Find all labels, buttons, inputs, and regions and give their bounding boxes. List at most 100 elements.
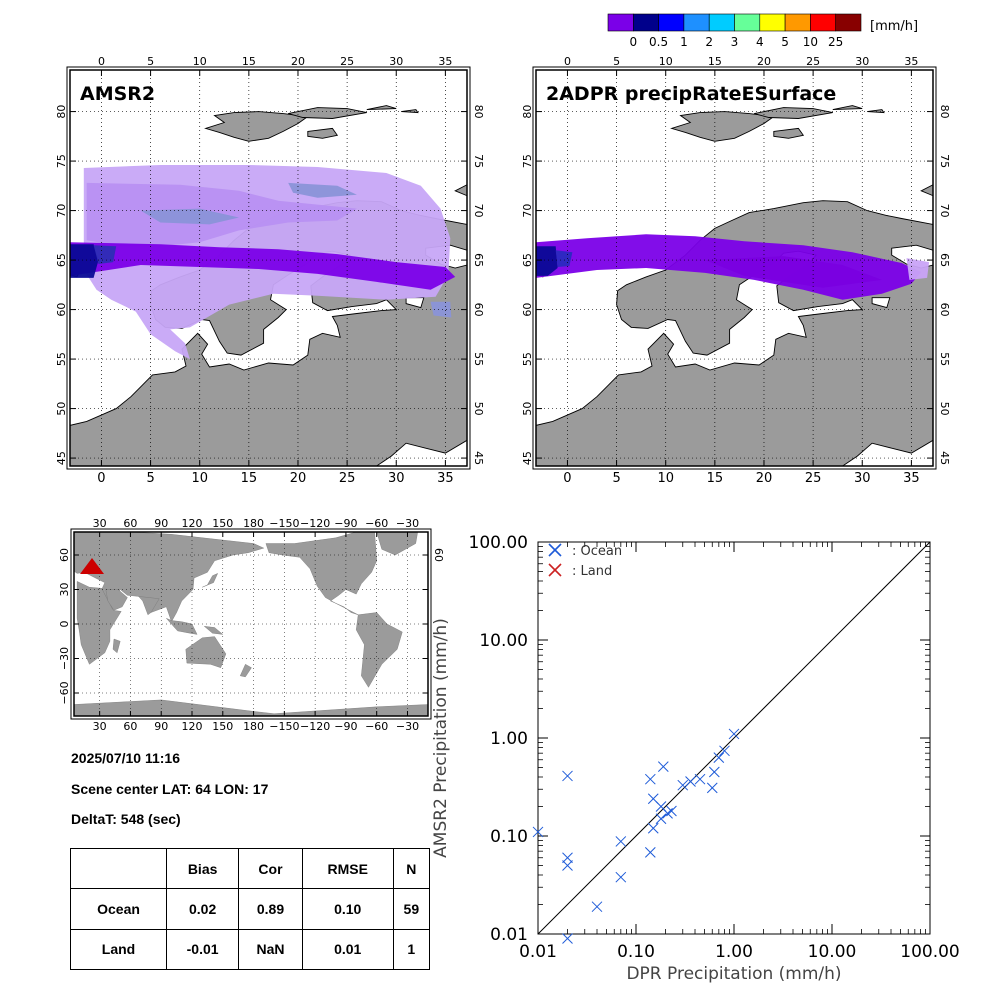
world-lon-tick-bottom: −150 (269, 720, 299, 733)
world-lon-tick-bottom: −120 (300, 720, 330, 733)
world-lon-tick-bottom: 180 (243, 720, 264, 733)
world-lat-tick-left: 30 (58, 583, 71, 597)
scatter-point (562, 933, 573, 944)
world-land-polygon (138, 596, 160, 616)
lon-tick-label-top: 25 (806, 55, 820, 68)
lat-tick-label-left: 60 (55, 303, 68, 317)
world-lon-tick-top: −120 (300, 517, 330, 530)
world-lat-tick-left: 0 (58, 621, 71, 628)
lat-tick-label-right: 60 (938, 303, 951, 317)
precip-cell-region (906, 258, 930, 280)
world-lon-tick-bottom: −90 (334, 720, 357, 733)
world-land-polygon (355, 612, 403, 688)
delta-t: DeltaT: 548 (sec) (71, 811, 181, 827)
x-tick-label: 0.01 (519, 942, 557, 962)
world-land-polygon (239, 664, 252, 678)
lon-tick-label-top: 10 (193, 55, 207, 68)
land-polygon (204, 111, 310, 142)
world-land-polygon (376, 532, 418, 556)
scatter-point (706, 782, 718, 794)
scatter-point (708, 766, 720, 778)
lat-tick-label-left: 75 (55, 154, 68, 168)
precip-cell-region (140, 208, 239, 225)
lat-tick-label-left: 70 (521, 204, 534, 218)
lat-tick-label-right: 75 (938, 154, 951, 168)
lat-tick-label-right: 70 (938, 204, 951, 218)
stats-header-cell: Cor (238, 847, 303, 890)
lat-tick-label-right: 80 (938, 105, 951, 119)
precip-cell-region (536, 246, 558, 276)
lon-tick-label-top: 15 (242, 55, 256, 68)
colorbar-tick-label: 5 (781, 35, 789, 49)
scatter-point (615, 871, 627, 883)
colorbar-tick-label: 25 (828, 35, 843, 49)
lat-tick-label-right: 45 (472, 451, 485, 465)
land-polygon (773, 127, 805, 139)
colorbar-swatch (708, 13, 735, 32)
scatter-ticks: 0.010.01 0.10 0.10 1.00 1.00 10.00 10.00 100.00… (469, 533, 960, 962)
world-lon-tick-bottom: 60 (123, 720, 137, 733)
lat-tick-label-right: 55 (472, 352, 485, 366)
lon-tick-label-top: 5 (147, 55, 154, 68)
world-lon-tick-top: 90 (154, 517, 168, 530)
world-lon-tick-bottom: −60 (365, 720, 388, 733)
lon-tick-label-bottom: 15 (241, 471, 258, 484)
lat-tick-label-left: 55 (55, 352, 68, 366)
world-land-polygon (74, 699, 428, 716)
lon-tick-label-top: 30 (855, 55, 869, 68)
lon-tick-label-bottom: 30 (388, 471, 405, 484)
land-polygon (307, 127, 339, 139)
lon-tick-label-top: 20 (291, 55, 305, 68)
world-grid (74, 532, 428, 716)
colorbar-swatch (632, 13, 659, 32)
colorbar-tick-label: 3 (731, 35, 739, 49)
scatter-point (615, 836, 627, 847)
scatter-point (562, 770, 573, 782)
stats-cell: 0.02 (166, 888, 240, 930)
y-tick-label: 1.00 (490, 729, 528, 749)
lon-tick-label-top: 15 (708, 55, 722, 68)
world-land-polygon (203, 626, 224, 635)
lat-tick-label-right: 50 (472, 402, 485, 416)
stats-cell: Ocean (69, 888, 168, 930)
world-lat-tick-left: 60 (58, 548, 71, 562)
lat-tick-label-right: 55 (938, 352, 951, 366)
world-land-polygon (74, 532, 265, 623)
world-lon-tick-bottom: −30 (396, 720, 419, 733)
stats-table: Bias Cor RMSE N Ocean 0.02 0.89 0.10 59 … (69, 847, 431, 971)
colorbar-swatch (607, 13, 634, 32)
lat-tick-label-left: 60 (521, 303, 534, 317)
land-polygon (454, 184, 467, 197)
stats-cell: -0.01 (166, 928, 240, 971)
lon-tick-label-top: 0 (98, 55, 105, 68)
lat-tick-label-right: 65 (938, 253, 951, 267)
world-lat-tick-right: 60 (432, 548, 445, 562)
world-lon-tick-top: −30 (396, 517, 419, 530)
lon-tick-label-top: 20 (757, 55, 771, 68)
colorbar-tick-label: 0.5 (649, 35, 668, 49)
scatter-points (532, 728, 740, 944)
lon-tick-label-bottom: 35 (903, 471, 920, 484)
lon-tick-label-bottom: 0 (97, 471, 105, 484)
scatter-point (647, 822, 659, 834)
lon-tick-label-bottom: 30 (854, 471, 871, 484)
lon-tick-label-bottom: 20 (290, 471, 307, 484)
world-lon-tick-top: −90 (334, 517, 357, 530)
lon-tick-label-bottom: 10 (657, 471, 674, 484)
legend-label: : Ocean (572, 544, 622, 559)
x-tick-label: 0.10 (617, 942, 655, 962)
scene-location-marker (80, 558, 104, 574)
colorbar-tick-label: 0 (629, 35, 637, 49)
colorbar-swatch (658, 13, 685, 32)
precip-cell-region (288, 182, 357, 198)
scatter-legend: : Ocean: Land (548, 543, 622, 579)
world-land-polygon (265, 532, 377, 615)
world-lon-tick-top: 150 (212, 517, 233, 530)
lat-tick-label-right: 45 (938, 451, 951, 465)
one-to-one-line (537, 541, 931, 935)
y-tick-label: 0.01 (490, 925, 528, 945)
land-polygon (920, 184, 933, 197)
